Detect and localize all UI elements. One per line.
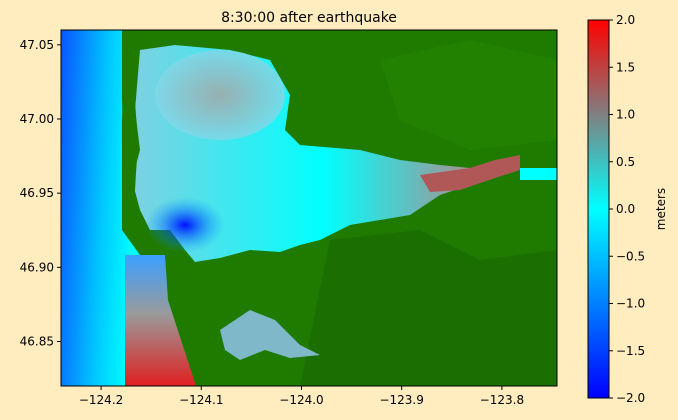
colorbar-label: meters [654, 188, 668, 230]
x-tick-label: −124.1 [179, 393, 223, 407]
colorbar-tick-label: 1.5 [616, 60, 635, 74]
land-relief [380, 40, 557, 150]
axes-frame [60, 29, 558, 387]
chart-title: 8:30:00 after earthquake [221, 10, 397, 26]
colorbar-tick-label: −1.5 [616, 344, 645, 358]
x-tick-label: −123.8 [480, 393, 524, 407]
x-tick-label: −124.2 [79, 393, 123, 407]
barrier-spit-south [165, 255, 215, 386]
colorbar-tick-label: 0.0 [616, 202, 635, 216]
x-tick-label: −123.9 [379, 393, 423, 407]
y-tick-label: 46.90 [20, 260, 54, 274]
river-channel-tip [520, 168, 557, 180]
ocean-area [61, 30, 140, 386]
bay-high-area [155, 50, 285, 140]
map-plot-area [61, 30, 557, 386]
x-axis: −124.2 −124.1 −124.0 −123.9 −123.8 [79, 386, 524, 407]
land-relief [300, 230, 557, 386]
colorbar-tick-label: −1.0 [616, 297, 645, 311]
colorbar-tick-label: 2.0 [616, 13, 635, 27]
colorbar [587, 19, 610, 399]
y-tick-label: 47.00 [20, 112, 54, 126]
south-inlet [220, 310, 320, 360]
y-tick-label: 46.95 [20, 186, 54, 200]
y-axis: 46.85 46.90 46.95 47.00 47.05 [20, 38, 61, 349]
colorbar-tick-label: 1.0 [616, 108, 635, 122]
barrier-spit [122, 30, 138, 215]
colorbar-axis: −2.0 −1.5 −1.0 −0.5 0.0 0.5 1.0 1.5 2.0 [609, 13, 645, 405]
ocean-area-south [125, 255, 196, 386]
bay-low-area [145, 197, 225, 253]
colorbar-tick-label: 0.5 [616, 155, 635, 169]
x-tick-label: −124.0 [279, 393, 323, 407]
colorbar-tick-label: −0.5 [616, 249, 645, 263]
y-tick-label: 47.05 [20, 38, 54, 52]
colorbar-tick-label: −2.0 [616, 391, 645, 405]
river-channel [420, 155, 520, 192]
y-tick-label: 46.85 [20, 335, 54, 349]
